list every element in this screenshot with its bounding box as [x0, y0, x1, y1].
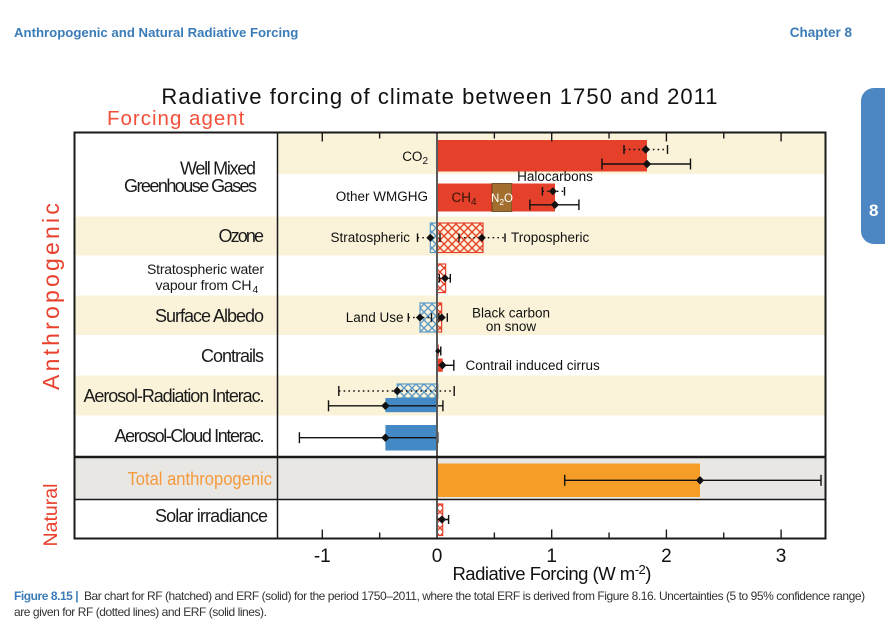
svg-text:CH4: CH4 — [451, 190, 477, 208]
svg-text:3: 3 — [776, 546, 787, 567]
svg-text:N2O: N2O — [491, 193, 513, 207]
svg-text:Well Mixed: Well Mixed — [180, 159, 256, 179]
svg-text:-1: -1 — [314, 546, 331, 567]
svg-text:0: 0 — [432, 546, 443, 567]
svg-text:Greenhouse Gases: Greenhouse Gases — [124, 176, 257, 196]
svg-text:Black carbon: Black carbon — [472, 306, 550, 321]
svg-text:Contrails: Contrails — [201, 346, 264, 366]
svg-text:Natural: Natural — [40, 484, 62, 547]
svg-text:4: 4 — [253, 284, 259, 296]
svg-text:Surface Albedo: Surface Albedo — [155, 306, 264, 326]
svg-text:Ozone: Ozone — [219, 226, 265, 246]
svg-text:Land Use: Land Use — [346, 310, 404, 325]
svg-text:Solar irradiance: Solar irradiance — [155, 506, 268, 526]
svg-text:1: 1 — [546, 546, 557, 567]
svg-text:Stratospheric water: Stratospheric water — [147, 261, 264, 277]
svg-text:vapour from CH: vapour from CH — [156, 277, 252, 293]
svg-text:on snow: on snow — [486, 319, 537, 334]
svg-text:Other WMGHG: Other WMGHG — [336, 189, 428, 204]
svg-text:Contrail induced cirrus: Contrail induced cirrus — [466, 358, 601, 373]
svg-text:CO2: CO2 — [402, 149, 428, 167]
svg-text:2: 2 — [661, 546, 672, 567]
svg-text:Radiative Forcing (W m-2): Radiative Forcing (W m-2) — [452, 562, 651, 584]
svg-text:Halocarbons: Halocarbons — [517, 169, 593, 184]
svg-text:Aerosol-Radiation Interac.: Aerosol-Radiation Interac. — [84, 386, 265, 406]
svg-text:Tropospheric: Tropospheric — [511, 230, 590, 245]
svg-text:Anthropogenic: Anthropogenic — [38, 200, 64, 390]
svg-text:Forcing agent: Forcing agent — [107, 107, 245, 130]
svg-text:Aerosol-Cloud Interac.: Aerosol-Cloud Interac. — [115, 426, 265, 446]
svg-text:Total anthropogenic: Total anthropogenic — [128, 469, 273, 489]
svg-text:Radiative forcing of climate b: Radiative forcing of climate between 175… — [161, 84, 718, 109]
svg-text:Stratospheric: Stratospheric — [330, 230, 410, 245]
